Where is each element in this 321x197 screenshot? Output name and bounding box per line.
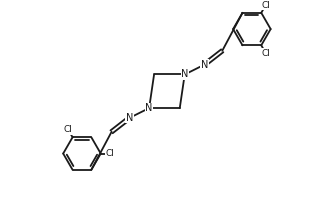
Text: Cl: Cl [105, 149, 114, 158]
Text: N: N [145, 103, 153, 113]
Text: N: N [201, 60, 208, 70]
Text: N: N [126, 113, 133, 123]
Text: N: N [181, 70, 188, 80]
Text: Cl: Cl [261, 1, 270, 10]
Text: Cl: Cl [261, 48, 270, 58]
Text: Cl: Cl [64, 125, 73, 134]
